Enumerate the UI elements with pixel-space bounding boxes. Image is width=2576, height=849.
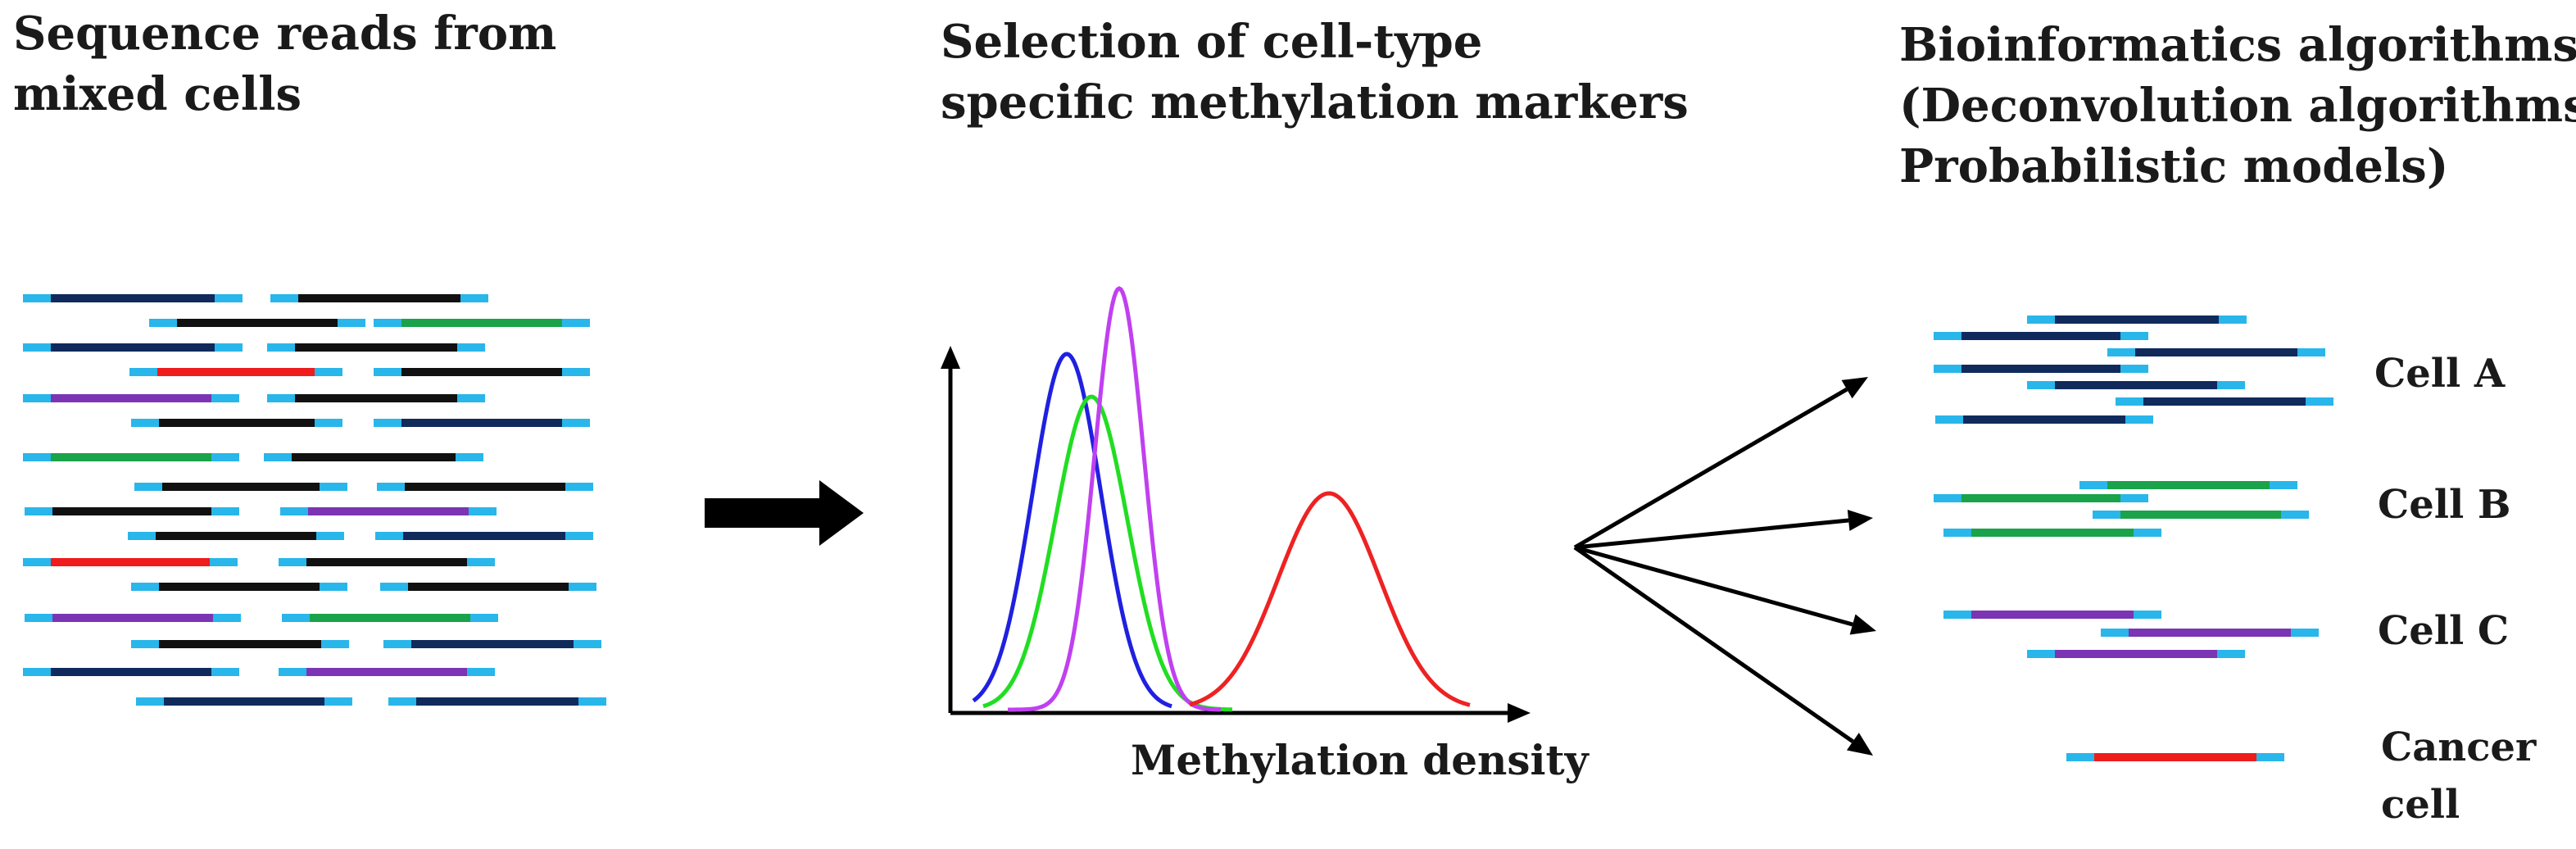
y-axis-arrowhead: [941, 346, 960, 369]
process-arrow-head: [819, 480, 864, 546]
fan-arrow-head: [1846, 733, 1873, 756]
fan-arrow-shaft: [1573, 545, 1854, 743]
cell-label: Cell B: [2378, 482, 2511, 528]
classified-reads-panel: [1934, 316, 2333, 761]
mixed-reads-panel: [23, 294, 606, 706]
x-axis-label: Methylation density: [1131, 736, 1590, 784]
fan-arrow-head: [1847, 510, 1873, 531]
density-curve-blue: [972, 352, 1172, 709]
algorithms-title: Bioinformatics algorithms (Deconvolution …: [1899, 18, 2576, 193]
fan-arrow-shaft: [1574, 545, 1853, 627]
cell-label: Cancer cell: [2381, 724, 2537, 828]
markers-title: Selection of cell-type specific methylati…: [941, 15, 1689, 129]
density-curve-red: [1189, 491, 1471, 707]
fan-arrow-head: [1849, 614, 1876, 635]
fan-arrow-head: [1841, 377, 1868, 399]
density-curves: [972, 286, 1471, 712]
fan-arrow-shaft: [1574, 518, 1849, 550]
fan-arrow-shaft: [1573, 387, 1848, 550]
process-arrow: [705, 480, 864, 546]
fan-arrows: [1573, 377, 1876, 756]
reads-title: Sequence reads from mixed cells: [13, 7, 556, 121]
panel-titles: Sequence reads from mixed cells Selection…: [13, 7, 2576, 193]
cell-labels: Cell A Cell B Cell C Cancer cell: [2374, 351, 2537, 828]
density-curve-magenta: [1008, 286, 1222, 712]
x-axis-arrowhead: [1508, 703, 1531, 723]
cell-label: Cell C: [2378, 608, 2509, 654]
methylation-density-plot: Methylation density: [941, 286, 1590, 784]
density-curve-green: [982, 394, 1233, 712]
cell-label: Cell A: [2374, 351, 2506, 397]
